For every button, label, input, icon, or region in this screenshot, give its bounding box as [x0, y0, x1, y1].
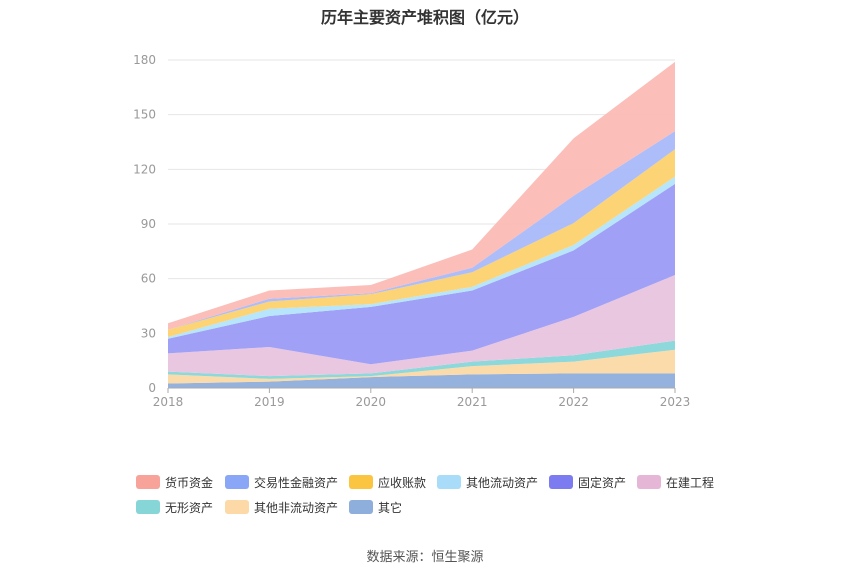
series-area-4	[168, 183, 675, 365]
legend-label: 交易性金融资产	[254, 475, 339, 490]
legend-swatch	[225, 500, 249, 514]
legend-swatch	[136, 475, 160, 489]
legend-item[interactable]: 应收账款	[349, 474, 426, 490]
legend-item[interactable]: 货币资金	[136, 474, 213, 490]
legend-item[interactable]: 其他非流动资产	[225, 499, 338, 515]
series-areas	[168, 61, 675, 388]
legend-item[interactable]: 在建工程	[637, 474, 714, 490]
series-area-1	[168, 349, 675, 384]
series-area-8	[168, 61, 675, 330]
y-tick-label: 150	[133, 108, 156, 122]
legend-label: 固定资产	[578, 475, 627, 490]
series-area-0	[168, 373, 675, 388]
legend-item[interactable]: 其它	[349, 499, 402, 515]
series-area-6	[168, 149, 675, 337]
y-tick-label: 0	[148, 381, 156, 395]
source-note: 数据来源：恒生聚源	[366, 550, 484, 565]
legend-label: 在建工程	[666, 475, 715, 490]
legend-label: 其他非流动资产	[254, 500, 339, 515]
y-tick-label: 180	[133, 53, 156, 67]
series-area-2	[168, 340, 675, 379]
series-area-3	[168, 275, 675, 377]
legend-label: 其它	[378, 500, 403, 515]
x-tick-label: 2018	[153, 395, 184, 409]
x-tick-label: 2021	[457, 395, 488, 409]
legend-label: 其他流动资产	[466, 475, 539, 490]
y-tick-label: 60	[141, 272, 156, 286]
x-tick-label: 2022	[558, 395, 589, 409]
y-tick-label: 30	[141, 326, 156, 340]
legend-label: 应收账款	[378, 475, 427, 490]
y-tick-label: 90	[141, 217, 156, 231]
legend-label: 无形资产	[165, 500, 214, 515]
legend-item[interactable]: 固定资产	[549, 474, 626, 490]
legend-swatch	[437, 475, 461, 489]
x-tick-label: 2020	[356, 395, 387, 409]
legend-item[interactable]: 无形资产	[136, 499, 213, 515]
legend-swatch	[349, 475, 373, 489]
legend-label: 货币资金	[165, 475, 214, 490]
axes: 0 30 60 90 120 150 180 2018 2019 2020 2021 2022 2023	[133, 53, 690, 409]
chart-title: 历年主要资产堆积图（亿元）	[320, 8, 529, 27]
stacked-area-chart: 0 30 60 90 120 150 180 2018 2019 2020 2021 2022 2023	[133, 53, 690, 409]
legend-swatch	[349, 500, 373, 514]
legend-item[interactable]: 其他流动资产	[437, 474, 538, 490]
legend-swatch	[549, 475, 573, 489]
legend-swatch	[136, 500, 160, 514]
x-tick-label: 2019	[254, 395, 285, 409]
x-tick-label: 2023	[660, 395, 691, 409]
y-tick-label: 120	[133, 162, 156, 176]
legend-item[interactable]: 交易性金融资产	[225, 474, 338, 490]
legend-swatch	[225, 475, 249, 489]
legend-swatch	[637, 475, 661, 489]
